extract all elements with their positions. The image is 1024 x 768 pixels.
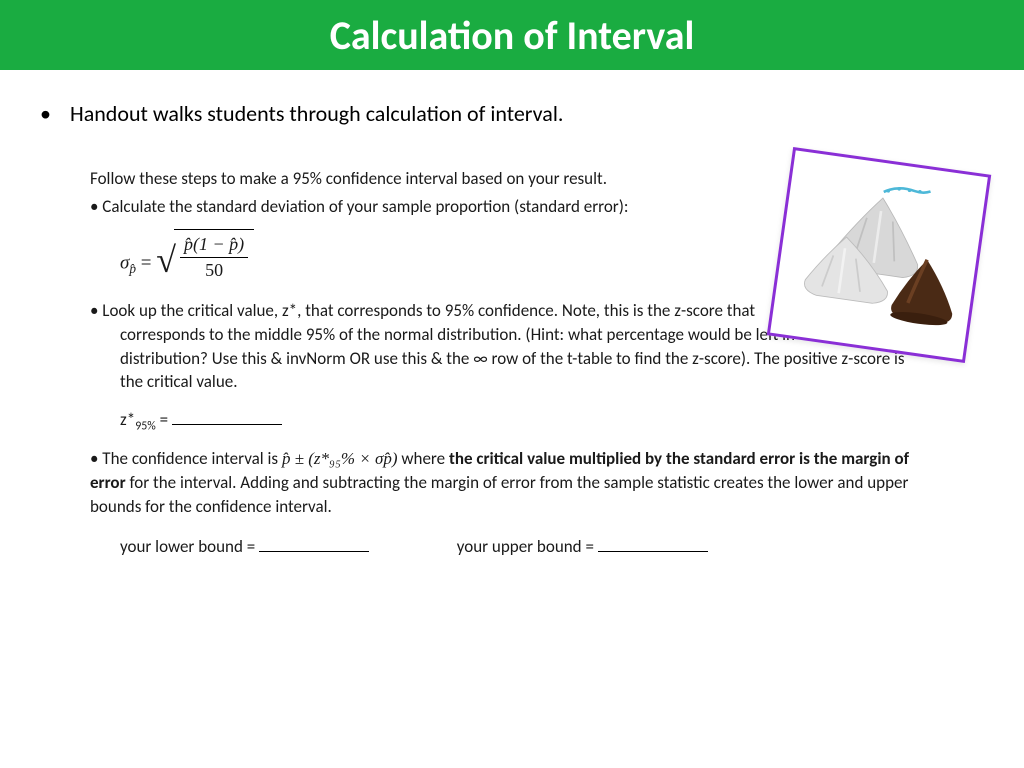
- upper-bound-label: your upper bound =: [457, 536, 598, 557]
- main-bullet: Handout walks students through calculati…: [70, 100, 974, 127]
- title-bar: Calculation of Interval: [0, 0, 1024, 70]
- fraction-numerator: p̂(1 − p̂): [180, 232, 248, 258]
- lower-bound-label: your lower bound =: [120, 536, 259, 557]
- step-3-mid: where: [398, 448, 449, 469]
- z-star-blank: [172, 408, 282, 425]
- step-3-post: for the interval. Adding and subtracting…: [90, 472, 908, 517]
- content-area: Handout walks students through calculati…: [0, 70, 1024, 578]
- slide-title: Calculation of Interval: [330, 11, 695, 60]
- fraction-denominator: 50: [180, 258, 248, 283]
- sqrt-icon: √: [156, 250, 176, 272]
- lower-bound-blank: [259, 535, 369, 552]
- step-2-line-a: • Look up the critical value, z*, that c…: [90, 300, 755, 321]
- step-3-pre: • The confidence interval is: [90, 448, 282, 469]
- candy-photo-frame: [767, 147, 991, 363]
- sigma-symbol: σ: [120, 252, 129, 273]
- upper-bound-blank: [598, 535, 708, 552]
- z-star-line: z*95% =: [120, 408, 914, 435]
- equals: =: [136, 252, 156, 273]
- bounds-line: your lower bound = your upper bound =: [120, 535, 914, 559]
- step-3-formula: p̂ ± (z*₉₅% × σp̂): [282, 449, 398, 468]
- step-1-text: • Calculate the standard deviation of yo…: [90, 196, 628, 217]
- z-star-equals: =: [156, 409, 172, 430]
- z-star-label: z*: [120, 409, 135, 430]
- kisses-illustration: [781, 161, 977, 349]
- step-3: • The confidence interval is p̂ ± (z*₉₅%…: [90, 447, 914, 518]
- z-star-subscript: 95%: [135, 420, 156, 434]
